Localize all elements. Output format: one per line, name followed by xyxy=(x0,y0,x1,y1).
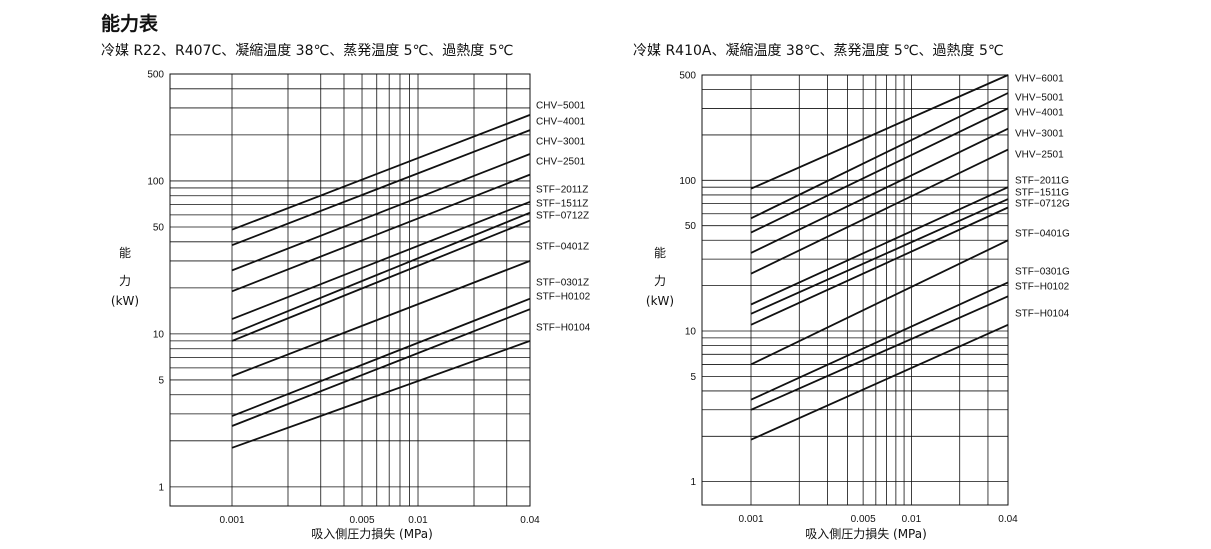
right-series-line xyxy=(750,127,1009,254)
left-series-label: STF−H0104 xyxy=(536,323,591,334)
right-xlabel: 吸入側圧力損失 (MPa) xyxy=(805,526,927,541)
left-ytick-label: 100 xyxy=(147,176,164,187)
left-series-line xyxy=(231,129,531,247)
right-ytick-label: 500 xyxy=(679,71,696,82)
left-series-label: STF−H0102 xyxy=(536,292,591,303)
right-series-label: VHV−3001 xyxy=(1015,129,1064,140)
left-series-label: STF−0301Z xyxy=(536,278,589,289)
left-ytick-label: 10 xyxy=(153,329,165,340)
right-series-line xyxy=(750,107,1009,234)
right-ylabel: 力 xyxy=(654,274,666,288)
left-series-line xyxy=(231,308,531,427)
right-ytick-label: 5 xyxy=(690,372,696,383)
left-series-line xyxy=(231,260,531,377)
right-series-line xyxy=(750,239,1009,366)
right-series-line xyxy=(750,198,1009,315)
right-series-label: VHV−2501 xyxy=(1015,150,1064,161)
left-series-line xyxy=(231,297,531,417)
right-series-line xyxy=(750,295,1009,411)
left-ytick-label: 500 xyxy=(147,70,164,81)
left-ylabel: 能 xyxy=(119,246,131,260)
right-xtick-label: 0.04 xyxy=(998,514,1018,525)
right-series-line xyxy=(750,323,1009,441)
left-ylabel: 力 xyxy=(119,274,131,288)
right-series-line xyxy=(750,186,1009,306)
left-series-label: CHV−4001 xyxy=(536,117,586,128)
left-ylabel: (kW) xyxy=(111,294,139,308)
left-series-line xyxy=(231,173,531,293)
left-ytick-label: 50 xyxy=(153,222,165,233)
right-xtick-label: 0.01 xyxy=(902,514,922,525)
left-xtick-label: 0.001 xyxy=(219,515,244,526)
right-series-label: VHV−5001 xyxy=(1015,93,1064,104)
right-ytick-label: 50 xyxy=(685,221,697,232)
right-series-label: STF−0401G xyxy=(1015,229,1070,240)
left-xtick-label: 0.005 xyxy=(350,515,375,526)
right-series-line xyxy=(750,74,1009,190)
right-series-label: VHV−6001 xyxy=(1015,74,1064,85)
right-series-label: STF−H0102 xyxy=(1015,282,1070,293)
left-xtick-label: 0.01 xyxy=(408,515,428,526)
left-series-label: CHV−3001 xyxy=(536,137,586,148)
left-xtick-label: 0.04 xyxy=(520,515,540,526)
left-series-line xyxy=(231,219,531,342)
right-series-line xyxy=(750,281,1009,401)
right-series-label: STF−0301G xyxy=(1015,267,1070,278)
page-title: 能力表 xyxy=(101,13,159,35)
chart-right-title: 冷媒 R410A、凝縮温度 38℃、蒸発温度 5℃、過熱度 5℃ xyxy=(633,43,1004,59)
right-ytick-label: 1 xyxy=(690,477,696,488)
right-ylabel: 能 xyxy=(654,246,666,260)
left-series-label: STF−1511Z xyxy=(536,199,588,210)
left-ytick-label: 5 xyxy=(158,375,164,386)
right-series-label: STF−0712G xyxy=(1015,199,1070,210)
right-xtick-label: 0.001 xyxy=(738,514,763,525)
right-series-line xyxy=(750,206,1009,326)
left-series-label: CHV−5001 xyxy=(536,101,586,112)
left-series-label: STF−2011Z xyxy=(536,185,588,196)
right-series-line xyxy=(750,92,1009,220)
left-series-line xyxy=(231,114,531,231)
chart-left-title: 冷媒 R22、R407C、凝縮温度 38℃、蒸発温度 5℃、過熱度 5℃ xyxy=(101,43,514,59)
right-ytick-label: 100 xyxy=(679,176,696,187)
right-series-line xyxy=(750,148,1009,275)
left-series-line xyxy=(231,153,531,272)
right-series-label: STF−2011G xyxy=(1015,176,1069,187)
right-plot-frame xyxy=(701,74,1009,506)
right-series-label: STF−H0104 xyxy=(1015,309,1070,320)
left-series-label: CHV−2501 xyxy=(536,157,586,168)
left-series-label: STF−0712Z xyxy=(536,211,589,222)
right-ylabel: (kW) xyxy=(646,294,674,308)
left-ytick-label: 1 xyxy=(158,482,164,493)
left-series-label: STF−0401Z xyxy=(536,242,589,253)
right-series-label: STF−1511G xyxy=(1015,188,1069,199)
right-ytick-label: 10 xyxy=(685,326,697,337)
left-series-line xyxy=(231,200,531,320)
left-xlabel: 吸入側圧力損失 (MPa) xyxy=(311,526,433,541)
right-series-label: VHV−4001 xyxy=(1015,108,1064,119)
left-series-line xyxy=(231,340,531,449)
right-xtick-label: 0.005 xyxy=(851,514,876,525)
left-series-line xyxy=(231,211,531,335)
